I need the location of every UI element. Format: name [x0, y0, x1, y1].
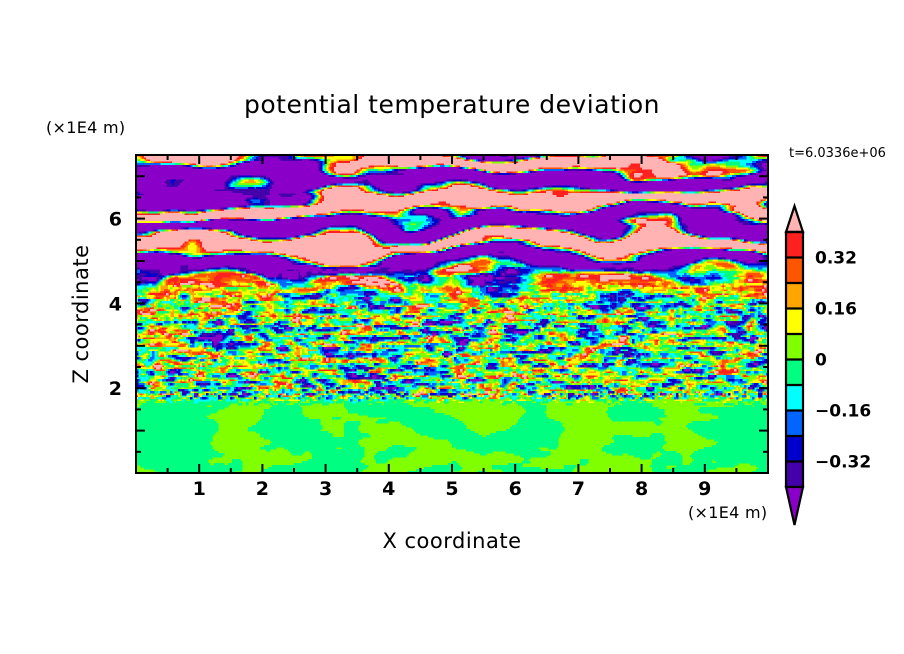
y-tick-label: 4 — [109, 293, 122, 315]
colorbar-swatch — [786, 410, 803, 437]
colorbar-tick-label: 0.16 — [815, 300, 857, 320]
axis-tickmarks — [135, 154, 769, 474]
colorbar-under-cap — [784, 485, 805, 526]
colorbar-tick-label: −0.16 — [815, 402, 871, 422]
x-axis-label: X coordinate — [382, 529, 521, 553]
x-tick-label: 4 — [382, 478, 395, 500]
colorbar-swatch — [786, 308, 803, 335]
y-tick-label: 6 — [109, 209, 122, 231]
contour-band — [136, 155, 768, 473]
contour-band — [136, 155, 768, 398]
x-tick-label: 6 — [509, 478, 522, 500]
x-tick-label: 2 — [256, 478, 269, 500]
y-axis-unit-label: (×1E4 m) — [46, 118, 125, 137]
colorbar-tick-labels: 0.32 0.16 0 −0.16 −0.32 — [815, 249, 871, 473]
y-axis-label: Z coordinate — [69, 244, 93, 383]
colorbar-swatch — [786, 257, 803, 284]
x-tick-label: 3 — [319, 478, 332, 500]
x-axis-tick-labels: 1 2 3 4 5 6 7 8 9 — [193, 478, 712, 500]
contour-band — [136, 155, 768, 402]
colorbar-swatch — [786, 283, 803, 309]
x-tick-label: 5 — [445, 478, 458, 500]
x-tick-label: 1 — [193, 478, 206, 500]
contour-band — [136, 155, 768, 398]
x-axis-unit-label: (×1E4 m) — [688, 503, 767, 522]
x-tick-label: 7 — [572, 478, 585, 500]
colorbar-tick-label: 0.32 — [815, 249, 857, 269]
colorbar-tick-label: −0.32 — [815, 453, 871, 473]
contour-field — [136, 155, 768, 473]
colorbar-swatch — [786, 334, 803, 360]
contour-band — [136, 155, 768, 396]
y-axis-tick-labels: 2 4 6 — [109, 209, 122, 401]
time-annotation: t=6.0336e+06 — [789, 146, 886, 161]
colorbar-swatch — [786, 436, 803, 462]
colorbar-tick-label: 0 — [815, 351, 827, 371]
colorbar-swatch — [786, 232, 803, 258]
x-tick-label: 8 — [635, 478, 648, 500]
colorbar[interactable] — [784, 202, 805, 526]
page-title: potential temperature deviation — [244, 90, 660, 119]
y-tick-label: 2 — [109, 378, 122, 400]
colorbar-swatch — [786, 359, 803, 386]
x-tick-label: 9 — [698, 478, 711, 500]
colorbar-swatch — [786, 461, 803, 488]
colorbar-swatch — [786, 385, 803, 411]
